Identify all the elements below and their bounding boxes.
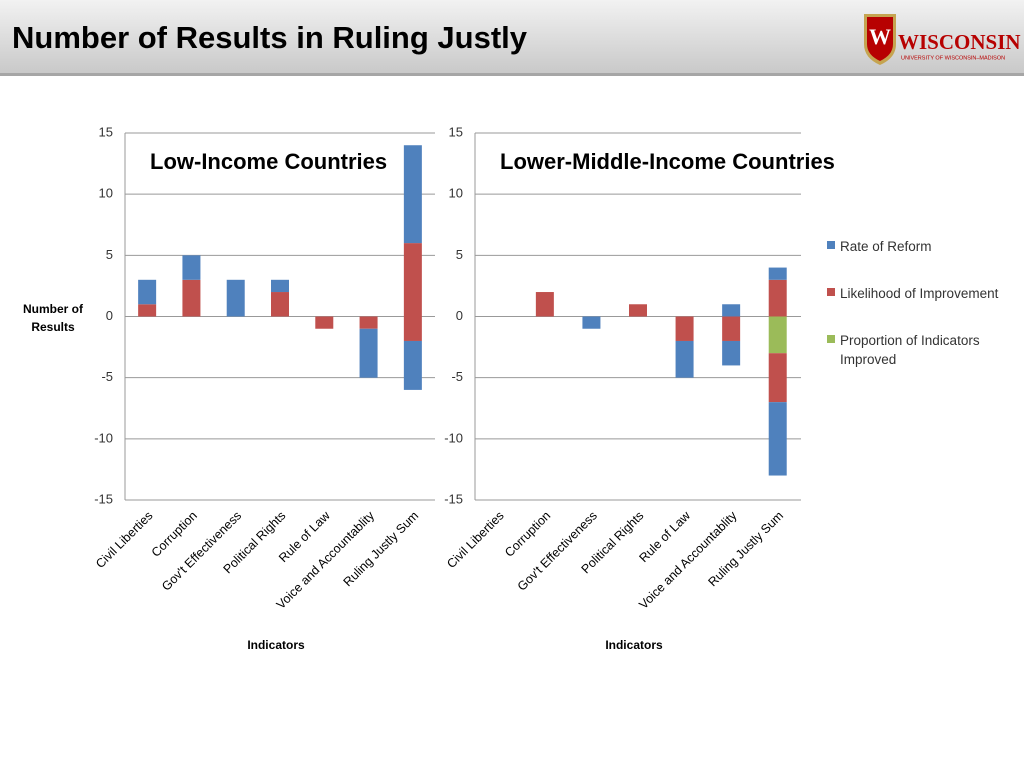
bar-segment xyxy=(768,402,787,476)
y-tick-label: 15 xyxy=(449,124,463,139)
x-tick-label: Gov't Effectiveness xyxy=(159,509,244,594)
bar-segment xyxy=(722,304,741,317)
legend-key xyxy=(827,241,835,249)
bar-segment xyxy=(359,316,378,329)
bar-segment xyxy=(403,145,422,244)
legend-key xyxy=(827,335,835,343)
y-tick-label: -15 xyxy=(94,491,113,506)
legend-label: Rate of Reform xyxy=(840,239,932,254)
legend-key xyxy=(827,288,835,296)
crest xyxy=(867,17,893,61)
bar-segment xyxy=(182,279,201,317)
y-tick-label: 10 xyxy=(449,186,463,201)
y-tick-label: 0 xyxy=(106,308,113,323)
y-tick-label: 5 xyxy=(456,247,463,262)
slide-title: Number of Results in Ruling Justly xyxy=(12,20,527,55)
y-tick-label: 5 xyxy=(106,247,113,262)
x-axis-label: Indicators xyxy=(605,638,663,652)
bar-segment xyxy=(722,316,741,341)
x-axis-label: Indicators xyxy=(247,638,305,652)
crest-letter: W xyxy=(869,24,891,49)
bar-segment xyxy=(768,316,787,354)
legend-label: Likelihood of Improvement xyxy=(840,286,999,301)
x-tick-label: Civil Liberties xyxy=(444,509,506,571)
y-tick-label: -10 xyxy=(444,430,463,445)
bar-segment xyxy=(675,316,694,341)
bar-segment xyxy=(271,292,289,317)
y-axis-label: Number of Results xyxy=(23,302,83,334)
y-tick-label: -10 xyxy=(94,430,113,445)
x-tick-label: Ruling Justly Sum xyxy=(341,509,422,590)
bar-segment xyxy=(359,328,378,378)
bar-segment xyxy=(138,304,157,317)
bar-segment xyxy=(138,279,157,305)
bar-segment xyxy=(722,340,741,366)
chart-title: Lower-Middle-Income Countries xyxy=(500,149,835,174)
bar-segment xyxy=(675,340,694,378)
bar-segment xyxy=(535,292,554,317)
bar-segment xyxy=(768,353,787,403)
bar-segment xyxy=(271,279,289,293)
bar-segment xyxy=(403,316,422,341)
y-tick-label: 0 xyxy=(456,308,463,323)
x-tick-label: Gov't Effectiveness xyxy=(515,509,600,594)
y-tick-label: -15 xyxy=(444,491,463,506)
y-tick-label: -5 xyxy=(101,369,113,384)
bar-segment xyxy=(315,316,334,329)
bar-segment xyxy=(629,304,647,317)
bar-segment xyxy=(403,243,422,317)
chart-title: Low-Income Countries xyxy=(150,149,387,174)
x-tick-label: Civil Liberties xyxy=(93,509,155,571)
logo-subtitle: UNIVERSITY OF WISCONSIN–MADISON xyxy=(901,55,1005,61)
logo-name: WISCONSIN xyxy=(898,30,1021,54)
y-tick-label: 15 xyxy=(99,124,113,139)
bar-segment xyxy=(226,279,245,317)
bar-segment xyxy=(182,255,201,280)
header-bar: Number of Results in Ruling Justly xyxy=(0,0,1024,76)
bar-segment xyxy=(582,316,601,329)
bar-segment xyxy=(768,267,787,280)
logo: W WISCONSIN UNIVERSITY OF WISCONSIN–MADI… xyxy=(864,14,1021,65)
y-tick-label: 10 xyxy=(99,186,113,201)
y-tick-label: -5 xyxy=(451,369,463,384)
bar-segment xyxy=(768,279,787,317)
legend-label: Proportion of Indicators Improved xyxy=(840,333,980,367)
bar-segment xyxy=(403,340,422,390)
